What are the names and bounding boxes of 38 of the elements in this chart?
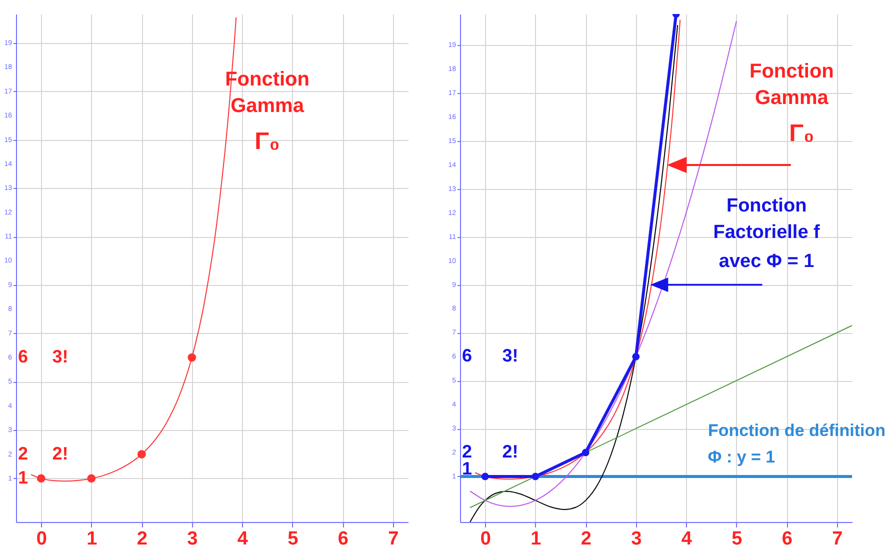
point — [532, 472, 540, 480]
point — [36, 474, 46, 483]
annotation: Fonction — [726, 196, 807, 217]
annotation: Φ : y = 1 — [708, 447, 776, 466]
x-tick-label: 6 — [782, 528, 792, 549]
x-tick-label: 7 — [388, 528, 399, 549]
annotation: 3! — [502, 346, 518, 366]
x-tick-label: 6 — [338, 528, 348, 549]
annotation: Fonction — [749, 60, 834, 83]
annotation: Gamma — [230, 94, 305, 117]
point — [632, 352, 640, 360]
point — [87, 474, 96, 483]
point — [137, 450, 146, 458]
point — [188, 353, 196, 362]
x-tick-label: 3 — [631, 528, 642, 549]
annotation: Fonction de définition — [708, 420, 886, 440]
annotation: Γ₀ — [254, 128, 280, 156]
annotation: Gamma — [755, 86, 830, 109]
x-tick-label: 0 — [36, 528, 47, 549]
annotation: Γ₀ — [789, 120, 814, 147]
annotation: avec Φ = 1 — [718, 250, 815, 272]
x-tick-label: 5 — [288, 528, 299, 549]
annotation: 2! — [52, 443, 68, 464]
x-tick-label: 7 — [832, 528, 843, 549]
x-tick-label: 0 — [480, 528, 491, 549]
x-tick-label: 4 — [681, 528, 692, 549]
x-tick-label: 1 — [530, 528, 542, 549]
point — [582, 448, 590, 456]
point — [481, 472, 489, 480]
annotation: Factorielle f — [713, 222, 821, 244]
annotation: 2! — [502, 442, 518, 462]
x-tick-label: 2 — [580, 528, 592, 549]
annotation: 3! — [52, 346, 68, 367]
x-tick-label: 2 — [136, 528, 148, 549]
x-tick-label: 1 — [86, 528, 98, 549]
x-tick-label: 5 — [732, 528, 743, 549]
x-tick-label: 3 — [187, 528, 198, 549]
x-tick-label: 4 — [237, 528, 248, 549]
